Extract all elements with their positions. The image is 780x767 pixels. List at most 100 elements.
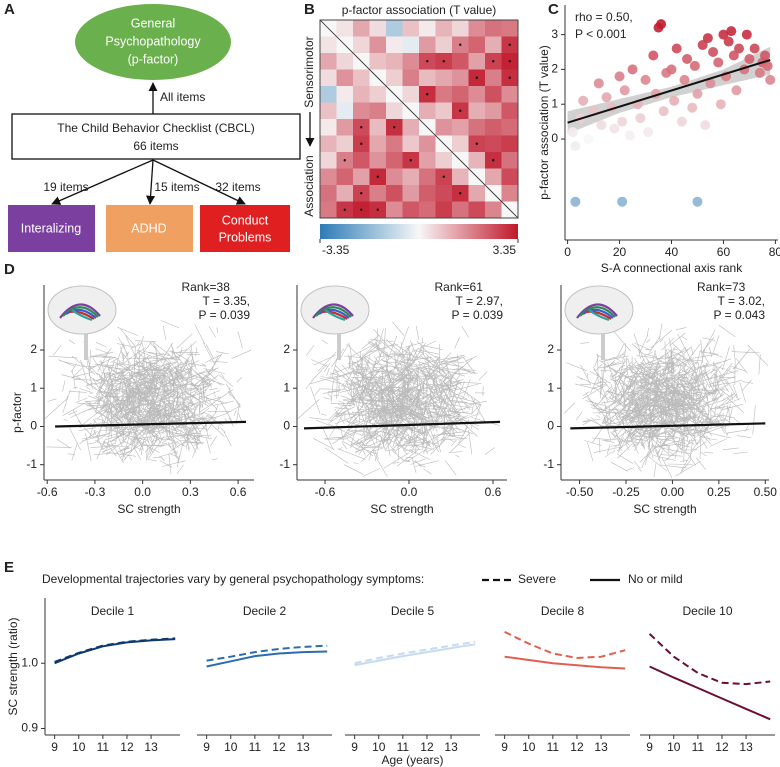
heatmap-cell	[419, 36, 436, 54]
heatmap-cell	[402, 168, 420, 186]
subscale-text: Problems	[219, 230, 272, 244]
heatmap-cell	[435, 20, 453, 37]
chart-title: Rank=61	[435, 280, 484, 294]
heatmap-cell	[468, 86, 486, 103]
heatmap-cell	[386, 201, 403, 219]
heatmap-cell	[468, 102, 486, 120]
heatmap-cell	[485, 102, 502, 120]
heatmap-cell	[435, 36, 453, 54]
x-tick-label: 9	[501, 740, 508, 754]
annotation: P = 0.039	[199, 308, 251, 322]
heatmap-cell	[369, 102, 387, 120]
heatmap-cell	[386, 102, 403, 120]
significance-dot	[508, 43, 511, 46]
point	[723, 36, 734, 47]
heatmap-cell	[419, 201, 436, 219]
significance-dot	[360, 208, 363, 211]
heatmap-cell	[336, 69, 354, 87]
heatmap-cell	[386, 185, 403, 202]
colorbar-label: 3.35	[493, 243, 517, 257]
root-text: Psychopathology	[105, 34, 201, 48]
point	[741, 29, 752, 40]
point	[635, 113, 646, 124]
y-tick-label: 1	[283, 380, 290, 394]
point	[671, 43, 682, 54]
y-tick-label: 0.9	[21, 721, 38, 735]
instrument-text: The Child Behavior Checklist (CBCL)	[57, 121, 254, 135]
heatmap-cell	[336, 168, 354, 186]
brain-tract	[588, 309, 610, 322]
heatmap-cell	[320, 152, 337, 169]
chart-title: Decile 1	[91, 604, 135, 618]
heatmap-cell	[386, 135, 403, 153]
x-tick-label: 13	[144, 740, 158, 754]
heatmap-cell	[501, 168, 519, 186]
subscale-text: Interalizing	[21, 221, 81, 235]
heatmap-cell	[402, 185, 420, 202]
heatmap-cell	[353, 152, 370, 169]
y-tick-label: 1	[30, 380, 37, 394]
heatmap-cell	[452, 201, 469, 219]
heatmap-cell	[386, 20, 403, 37]
trajectory-line	[54, 637, 176, 663]
x-tick-label: 0.00	[661, 485, 685, 499]
x-tick-label: -0.6	[37, 485, 58, 499]
heatmap-cell	[336, 135, 354, 153]
x-tick-label: -0.3	[85, 485, 106, 499]
heatmap-cell	[452, 135, 469, 153]
heatmap-cell	[353, 102, 370, 120]
y-tick-label: 2	[30, 342, 37, 356]
x-tick-label: 11	[692, 740, 705, 754]
annotation: P = 0.043	[714, 308, 766, 322]
heatmap-cell	[320, 185, 337, 202]
heatmap-cell	[452, 168, 469, 186]
trajectory-line	[206, 650, 328, 668]
heatmap-cell	[369, 86, 387, 103]
brain-tract	[318, 308, 350, 319]
heatmap-cell	[468, 152, 486, 169]
point	[643, 127, 654, 138]
x-tick-label: 40	[665, 245, 679, 259]
heatmap-cell	[468, 201, 486, 219]
x-tick-label: 20	[613, 245, 627, 259]
point	[648, 50, 659, 61]
x-tick-label: 10	[72, 740, 86, 754]
heatmap-cell	[468, 53, 486, 70]
heatmap-cell	[386, 53, 403, 70]
point	[718, 29, 729, 40]
panel-letter: E	[4, 559, 14, 576]
heatmap-cell	[320, 69, 337, 87]
heatmap-cell	[353, 86, 370, 103]
y-tick-label: 0	[551, 131, 558, 145]
point	[692, 196, 703, 207]
x-tick-label: 0.3	[182, 485, 199, 499]
heatmap-cell	[452, 86, 469, 103]
trajectory-line	[206, 644, 328, 662]
heatmap-cell	[485, 86, 502, 103]
heatmap-cell	[435, 185, 453, 202]
point	[578, 95, 589, 106]
point	[715, 99, 726, 110]
significance-dot	[459, 43, 462, 46]
point	[682, 53, 693, 64]
y-tick-label: 1	[547, 380, 554, 394]
heatmap-cell	[369, 53, 387, 70]
heatmap-cell	[485, 69, 502, 87]
point	[583, 134, 594, 145]
y-tick-label: 2	[547, 342, 554, 356]
y-tick-label: 3	[551, 27, 558, 41]
y-tick-label: -1	[279, 457, 290, 471]
heatmap-cell	[336, 102, 354, 120]
significance-dot	[426, 93, 429, 96]
heatmap-cell	[485, 168, 502, 186]
x-tick-label: 10	[372, 740, 386, 754]
colorbar-label: -3.35	[322, 243, 350, 257]
x-tick-label: 0.0	[134, 485, 151, 499]
x-tick-label: 11	[547, 740, 560, 754]
heatmap-cell	[419, 102, 436, 120]
heatmap-cell	[419, 135, 436, 153]
annotation: T = 3.35,	[203, 294, 250, 308]
heatmap-cell	[435, 152, 453, 169]
point	[765, 74, 776, 85]
brain-tract	[65, 308, 97, 319]
